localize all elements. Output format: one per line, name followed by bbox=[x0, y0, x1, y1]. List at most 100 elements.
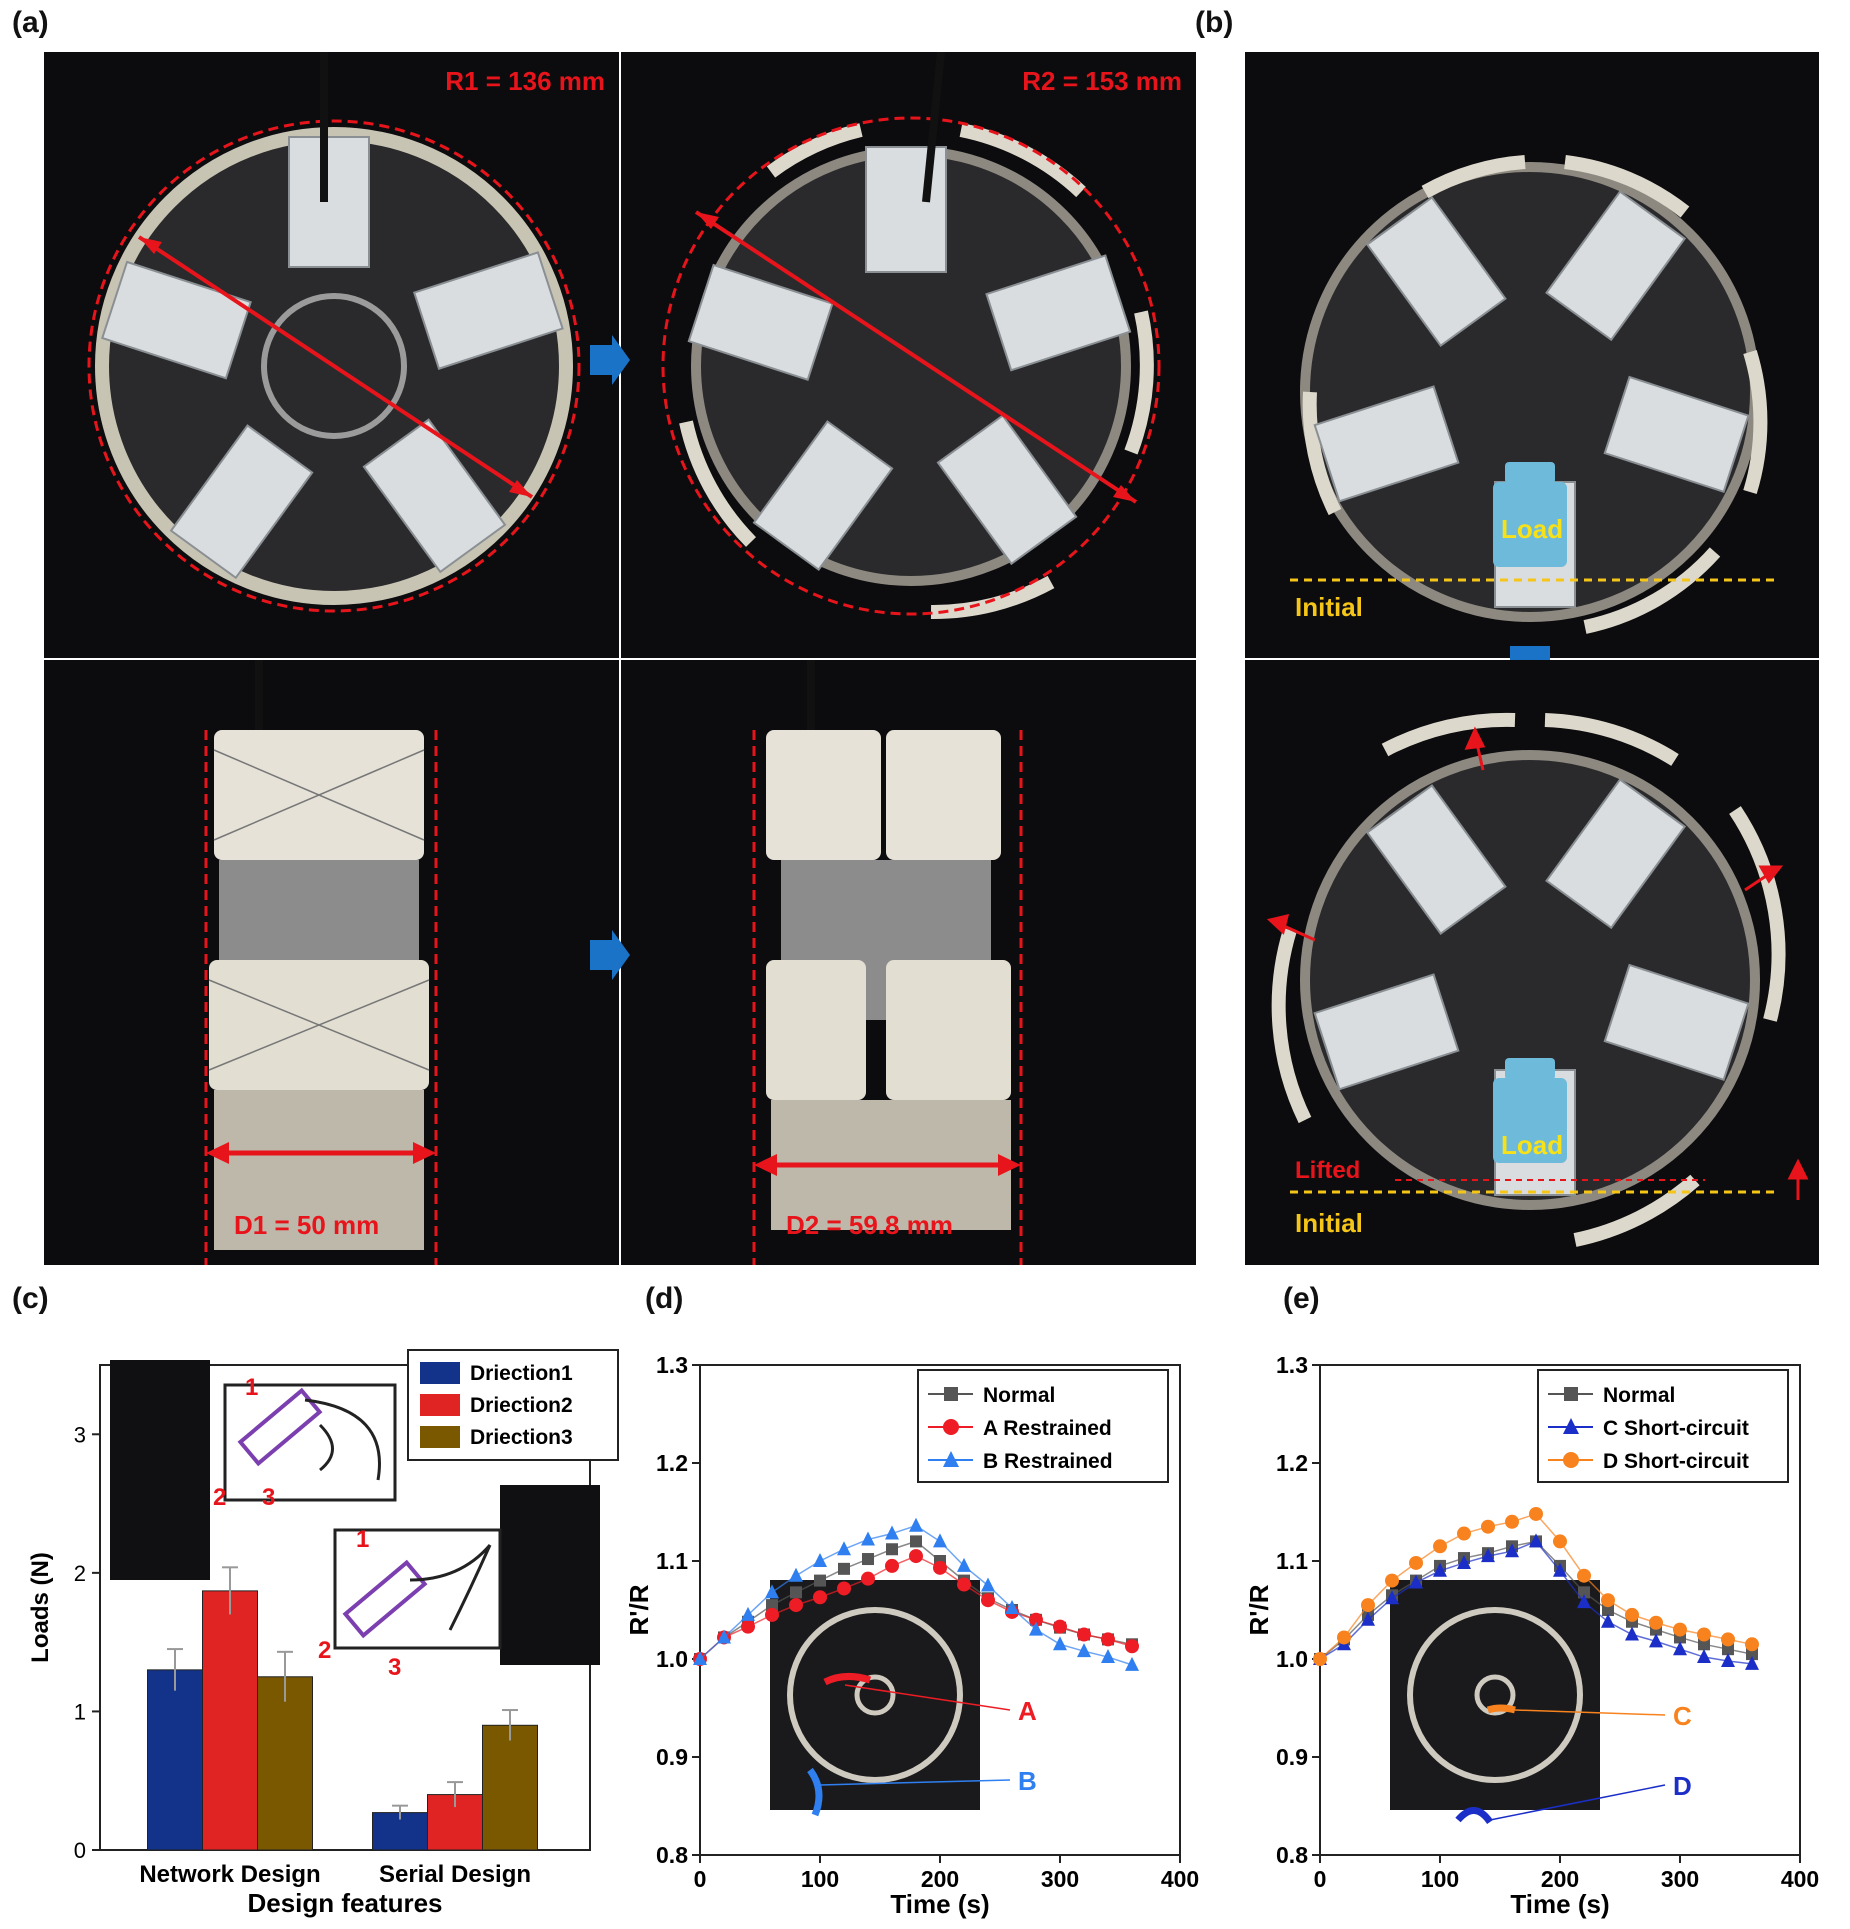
y-tick-label: 3 bbox=[74, 1422, 86, 1447]
data-point bbox=[910, 1535, 922, 1548]
bar bbox=[257, 1676, 313, 1851]
wheel-front-illustration bbox=[87, 52, 581, 613]
data-point bbox=[1625, 1607, 1639, 1622]
data-point bbox=[1745, 1637, 1759, 1652]
d2-label: D2 = 59.8 mm bbox=[786, 1210, 953, 1240]
blue-arrow-top bbox=[590, 335, 630, 385]
legend-marker bbox=[943, 1419, 959, 1435]
data-point bbox=[1529, 1533, 1543, 1548]
data-point bbox=[957, 1557, 971, 1572]
y-tick-label: 0.8 bbox=[656, 1842, 688, 1868]
legend-label: Normal bbox=[983, 1384, 1055, 1407]
data-point bbox=[1745, 1655, 1759, 1670]
data-point bbox=[1722, 1643, 1734, 1656]
legend-label: B Restrained bbox=[983, 1450, 1113, 1473]
data-point bbox=[790, 1586, 802, 1599]
y-tick-label: 0.9 bbox=[656, 1744, 688, 1770]
data-point bbox=[1649, 1615, 1663, 1630]
data-point bbox=[1409, 1555, 1423, 1570]
data-point bbox=[1101, 1649, 1115, 1664]
inset-photo bbox=[1390, 1580, 1600, 1810]
bar bbox=[202, 1590, 258, 1851]
callout-label: B bbox=[1018, 1766, 1037, 1796]
bar bbox=[427, 1794, 483, 1851]
data-point bbox=[862, 1553, 874, 1566]
data-point bbox=[693, 1651, 707, 1665]
data-point bbox=[1481, 1548, 1495, 1563]
y-tick-label: 2 bbox=[74, 1561, 86, 1586]
data-point bbox=[1505, 1514, 1519, 1529]
data-point bbox=[765, 1584, 779, 1599]
x-tick-label: 100 bbox=[801, 1866, 839, 1892]
data-point bbox=[1409, 1574, 1423, 1589]
y-axis-label: Loads (N) bbox=[27, 1552, 54, 1663]
data-point bbox=[1005, 1600, 1019, 1615]
legend-swatch bbox=[420, 1362, 460, 1384]
data-point bbox=[813, 1590, 827, 1605]
data-point bbox=[789, 1567, 803, 1582]
data-point bbox=[1053, 1619, 1067, 1634]
inset-hub bbox=[1474, 1674, 1516, 1716]
y-tick-label: 1.1 bbox=[656, 1548, 688, 1574]
legend-label: C Short-circuit bbox=[1603, 1417, 1749, 1440]
callout-label: C bbox=[1673, 1701, 1692, 1731]
callout-label: A bbox=[1018, 1696, 1037, 1726]
data-point bbox=[1625, 1626, 1639, 1641]
photo-wheel-side-contracted: D1 = 50 mm bbox=[44, 660, 619, 1265]
data-point bbox=[981, 1577, 995, 1592]
data-point bbox=[1125, 1639, 1139, 1654]
x-tick-label: 200 bbox=[1541, 1866, 1579, 1892]
x-tick-label: 300 bbox=[1041, 1866, 1079, 1892]
x-axis-label: Design features bbox=[247, 1888, 442, 1918]
x-tick-label: 100 bbox=[1421, 1866, 1459, 1892]
lifted-label: Lifted bbox=[1295, 1157, 1361, 1184]
legend-marker bbox=[1563, 1418, 1579, 1434]
y-tick-label: 1.3 bbox=[1276, 1352, 1308, 1378]
data-point bbox=[1578, 1586, 1590, 1599]
inset-network-arcs bbox=[304, 1398, 381, 1481]
x-category-label: Serial Design bbox=[379, 1861, 531, 1888]
x-tick-label: 300 bbox=[1661, 1866, 1699, 1892]
panel-label-b: (b) bbox=[1195, 6, 1234, 39]
data-point bbox=[1553, 1562, 1567, 1577]
data-point bbox=[1457, 1554, 1471, 1569]
legend-label: Driection3 bbox=[470, 1426, 573, 1449]
initial-label-top: Initial bbox=[1295, 592, 1363, 622]
legend-marker bbox=[944, 1387, 958, 1401]
data-point bbox=[1673, 1641, 1687, 1656]
inset-wheel-outline bbox=[787, 1607, 963, 1783]
callout-highlight bbox=[807, 1767, 823, 1817]
inset-photo bbox=[770, 1580, 980, 1810]
callout-highlight bbox=[1455, 1807, 1493, 1825]
y-tick-label: 1.2 bbox=[656, 1450, 688, 1476]
data-point bbox=[1649, 1633, 1663, 1648]
legend-marker bbox=[943, 1451, 959, 1467]
data-point bbox=[885, 1525, 899, 1540]
data-point bbox=[1481, 1519, 1495, 1534]
y-tick-label: 1.3 bbox=[656, 1352, 688, 1378]
data-point bbox=[1385, 1573, 1399, 1588]
r2-label: R2 = 153 mm bbox=[1022, 66, 1182, 96]
data-point bbox=[1601, 1593, 1615, 1608]
x-tick-label: 0 bbox=[1314, 1866, 1327, 1892]
y-tick-label: 1.0 bbox=[1276, 1646, 1308, 1672]
callout-line bbox=[819, 1779, 1011, 1786]
y-axis-label: R'/R bbox=[624, 1584, 654, 1635]
callout-line bbox=[844, 1684, 1011, 1711]
photo-wheel-front-contracted: R1 = 136 mm bbox=[44, 52, 619, 658]
y-tick-label: 1 bbox=[74, 1699, 86, 1724]
data-point bbox=[1697, 1627, 1711, 1642]
data-point bbox=[1457, 1526, 1471, 1541]
legend-marker bbox=[1563, 1452, 1579, 1468]
x-tick-label: 400 bbox=[1781, 1866, 1819, 1892]
callout-label: D bbox=[1673, 1771, 1692, 1801]
data-point bbox=[909, 1517, 923, 1532]
data-point bbox=[1721, 1632, 1735, 1647]
legend-label: Driection1 bbox=[470, 1362, 573, 1385]
data-point bbox=[1361, 1611, 1375, 1626]
data-point bbox=[1029, 1612, 1043, 1627]
x-axis-label: Time (s) bbox=[890, 1889, 989, 1919]
photo-wheel-side-expanded: D2 = 59.8 mm bbox=[621, 660, 1196, 1265]
data-point bbox=[1125, 1656, 1139, 1671]
data-point bbox=[1361, 1598, 1375, 1613]
